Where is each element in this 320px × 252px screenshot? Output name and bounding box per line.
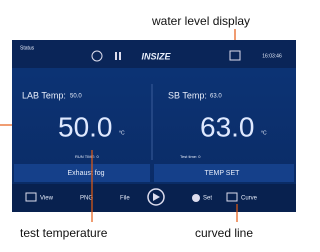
status: Status <box>20 45 35 51</box>
button-label[interactable]: TEMP SET <box>205 170 241 177</box>
run-time: RUN TIME: 0 <box>75 154 99 159</box>
annotation: water level display <box>151 14 250 28</box>
button-label[interactable]: Exhaust fog <box>68 170 105 177</box>
logo: INSIZE <box>141 51 171 61</box>
setpoint: 50.0 <box>70 94 82 100</box>
setpoint: 63.0 <box>210 94 222 100</box>
tool-label[interactable]: PNG <box>80 196 93 202</box>
panel-label: LAB Temp: <box>22 90 66 100</box>
panel-label: SB Temp: <box>168 90 207 100</box>
annotation: test temperature <box>20 226 108 240</box>
temperature: 50.0 <box>58 111 113 142</box>
tool-label[interactable]: View <box>40 196 54 202</box>
tool-label[interactable]: Set <box>203 196 212 202</box>
icon[interactable] <box>192 194 200 202</box>
temperature: 63.0 <box>200 111 255 142</box>
annotated-screenshot: water level display Status INSIZE 16:03:… <box>0 0 296 247</box>
clock: 16:03:46 <box>262 53 282 59</box>
unit: °C <box>119 130 125 136</box>
test-time: Test time: 0 <box>180 154 201 159</box>
tool-label[interactable]: Curve <box>241 196 258 202</box>
icon <box>115 52 117 60</box>
tool-label[interactable]: File <box>120 196 130 202</box>
unit: °C <box>261 130 267 136</box>
annotation: curved line <box>195 226 253 240</box>
icon <box>119 52 121 60</box>
